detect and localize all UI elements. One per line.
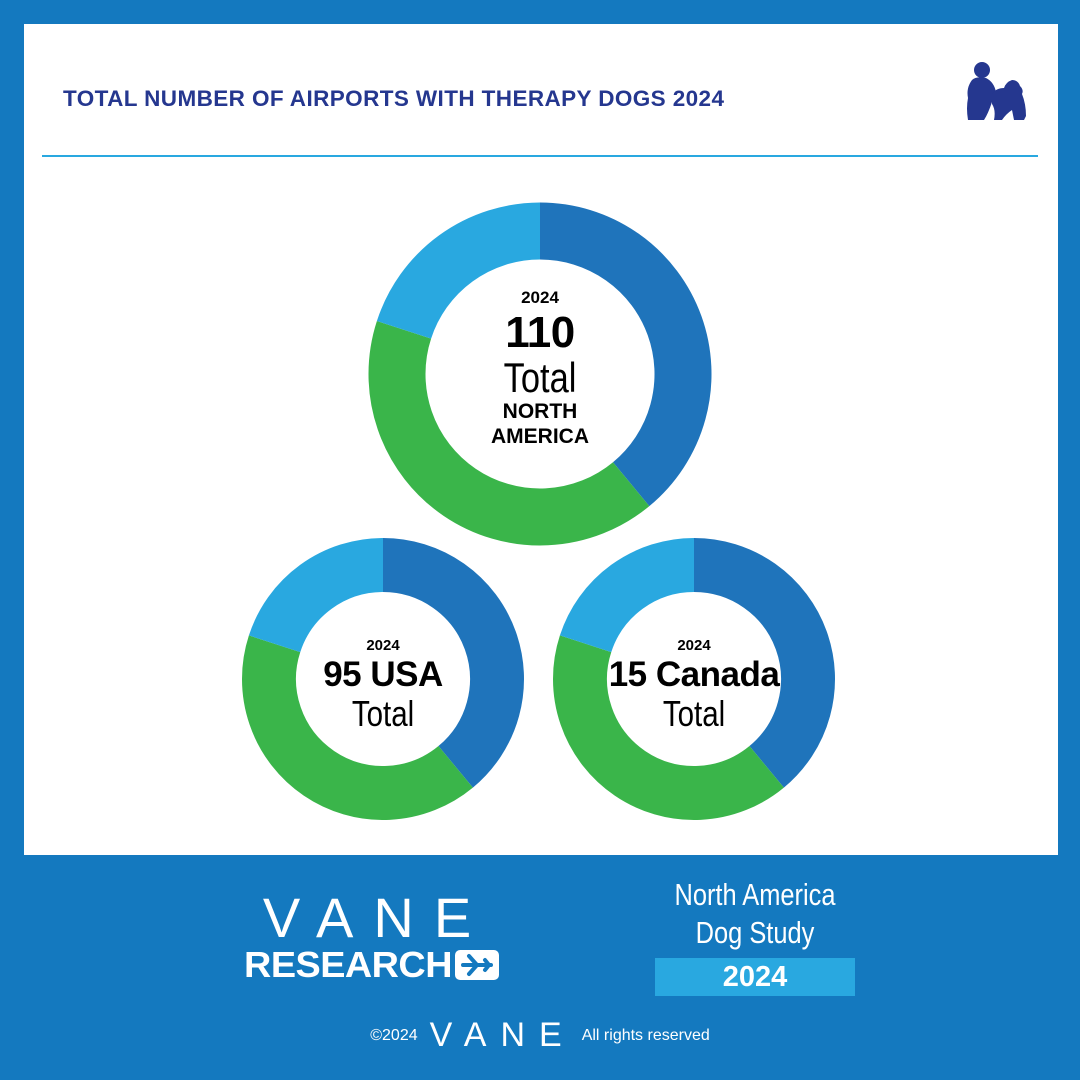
logo-research-row: RESEARCH — [224, 944, 524, 986]
donut-north-america — [368, 202, 712, 546]
donut-segment-dark-blue — [539, 202, 712, 507]
chart-title: TOTAL NUMBER OF AIRPORTS WITH THERAPY DO… — [63, 86, 725, 111]
donut-segment-green — [368, 321, 650, 546]
donut-canada-label: 2024 15 Canada Total — [584, 636, 804, 734]
title-divider — [42, 155, 1038, 157]
usa-value: 95 USA — [323, 655, 443, 694]
study-year-badge: 2024 — [655, 958, 855, 996]
usa-total: Total — [351, 693, 415, 734]
canada-total: Total — [662, 693, 726, 734]
na-region-line2: AMERICA — [491, 425, 589, 448]
donut-usa — [242, 538, 524, 820]
logo-vane-text: VANE — [262, 886, 492, 949]
logo-research-text: RESEARCH — [244, 944, 452, 985]
content-panel — [24, 24, 1058, 855]
canada-year: 2024 — [677, 637, 711, 654]
study-line-2: Dog Study — [695, 915, 815, 950]
na-year: 2024 — [521, 288, 559, 307]
therapy-dog-icon — [967, 62, 1026, 120]
donut-segment-light-blue — [248, 538, 384, 653]
donut-usa-label: 2024 95 USA Total — [283, 636, 483, 734]
canada-value: 15 Canada — [608, 655, 780, 694]
na-value: 110 — [505, 308, 575, 357]
na-total: Total — [503, 354, 577, 401]
donut-segment-green — [242, 635, 473, 820]
airplane-icon — [455, 950, 500, 980]
na-region-line1: NORTH — [502, 400, 578, 423]
donut-segment-dark-blue — [382, 538, 524, 788]
usa-year: 2024 — [366, 637, 400, 654]
study-line-1: North America — [674, 877, 836, 912]
donut-segment-light-blue — [376, 202, 541, 340]
study-year: 2024 — [722, 960, 788, 993]
copyright-bar: ©2024 VANE All rights reserved — [0, 1016, 1080, 1055]
copyright-text: All rights reserved — [581, 1026, 710, 1044]
donut-segment-dark-blue — [693, 538, 835, 788]
donut-segment-light-blue — [559, 538, 695, 653]
copyright-brand: VANE — [429, 1016, 576, 1054]
copyright-year: ©2024 — [370, 1026, 418, 1044]
study-label: North America Dog Study 2024 — [655, 876, 855, 996]
donut-north-america-label: 2024 110 Total NORTH AMERICA — [440, 287, 640, 449]
donut-canada — [553, 538, 835, 820]
donut-segment-green — [553, 635, 784, 820]
vane-research-logo: VANE RESEARCH — [224, 890, 524, 986]
